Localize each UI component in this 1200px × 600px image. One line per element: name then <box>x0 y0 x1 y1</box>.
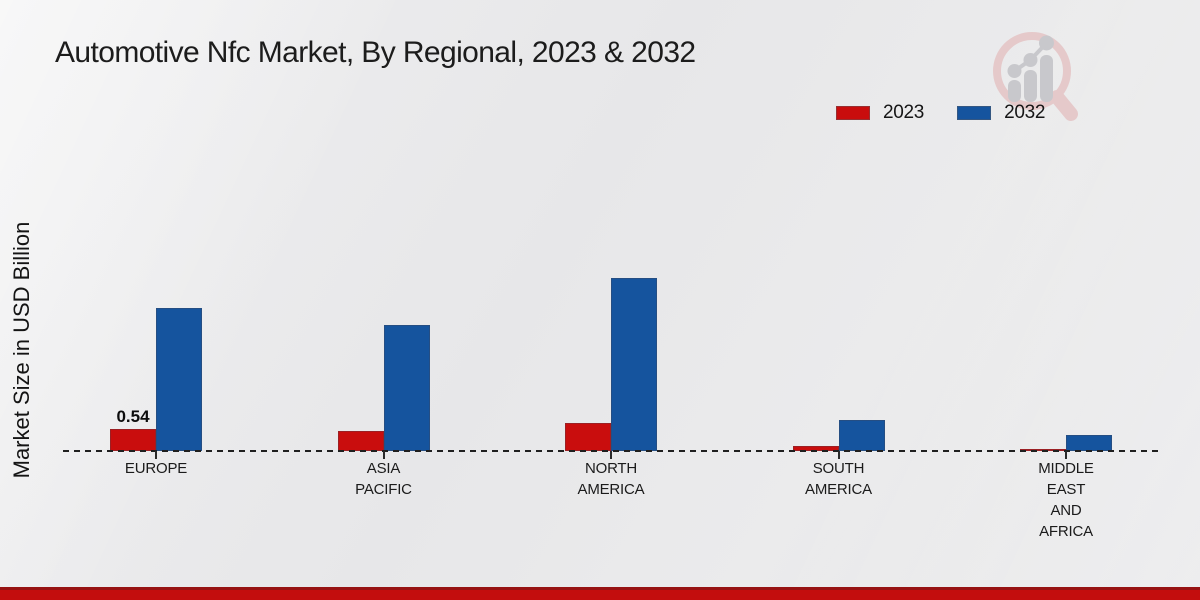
chart-title: Automotive Nfc Market, By Regional, 2023… <box>55 36 696 69</box>
x-axis-tick <box>610 451 612 459</box>
bar-2023-asia-pacific <box>337 431 384 451</box>
legend-label-2023: 2023 <box>883 102 925 123</box>
x-axis-category-label: MIDDLE EAST AND AFRICA <box>1038 460 1094 540</box>
legend: 2023 2032 <box>836 102 1045 124</box>
magnifier-lens-icon <box>993 32 1071 110</box>
legend-label-2032: 2032 <box>1004 102 1046 123</box>
footer-accent-bar <box>0 587 1200 600</box>
bar-2032-south-america <box>838 420 885 451</box>
x-axis-tick <box>382 451 385 459</box>
x-axis-category-label: NORTH AMERICA <box>577 460 645 498</box>
legend-swatch-2032 <box>957 106 992 120</box>
bar-2023-middle-east-and-africa <box>1020 448 1066 451</box>
growth-bars-icon <box>1007 35 1054 102</box>
bar-2032-europe <box>156 308 202 451</box>
magnifier-growth-logo-icon <box>993 32 1078 121</box>
x-axis-category-label: ASIA PACIFIC <box>355 460 412 498</box>
magnifier-handle-icon <box>1050 90 1078 121</box>
bar-2032-north-america <box>611 277 657 451</box>
legend-item-2032: 2032 <box>957 102 1045 124</box>
bar-value-label: 0.54 <box>116 406 150 426</box>
legend-swatch-2023 <box>836 106 870 120</box>
bar-2023-north-america <box>565 423 611 451</box>
legend-item-2023: 2023 <box>836 102 924 124</box>
bar-2023-europe <box>110 428 156 451</box>
bar-2032-middle-east-and-africa <box>1066 434 1112 451</box>
x-axis-tick <box>1065 451 1067 459</box>
bar-2032-asia-pacific <box>383 324 430 451</box>
x-axis-category-label: SOUTH AMERICA <box>805 460 872 498</box>
x-axis-category-label: EUROPE <box>124 460 188 477</box>
bar-2023-south-america <box>792 446 839 451</box>
x-axis-tick <box>837 451 840 459</box>
x-axis-tick <box>155 451 157 459</box>
